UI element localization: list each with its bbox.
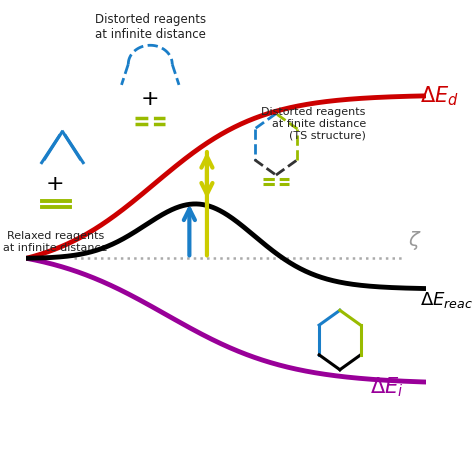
Text: Relaxed reagents
at infinite distance: Relaxed reagents at infinite distance <box>3 231 108 253</box>
Text: +: + <box>141 89 160 109</box>
Text: $\Delta E_d$: $\Delta E_d$ <box>419 84 458 108</box>
Text: Distorted reagents
at infinite distance: Distorted reagents at infinite distance <box>95 13 206 41</box>
Text: $\Delta E_{reac}$: $\Delta E_{reac}$ <box>419 290 473 310</box>
Text: +: + <box>46 174 64 194</box>
Text: $\zeta$: $\zeta$ <box>408 229 421 252</box>
Text: $\Delta E_i$: $\Delta E_i$ <box>370 375 403 399</box>
Text: Distorted reagents
at finite distance
(TS structure): Distorted reagents at finite distance (T… <box>262 107 366 141</box>
